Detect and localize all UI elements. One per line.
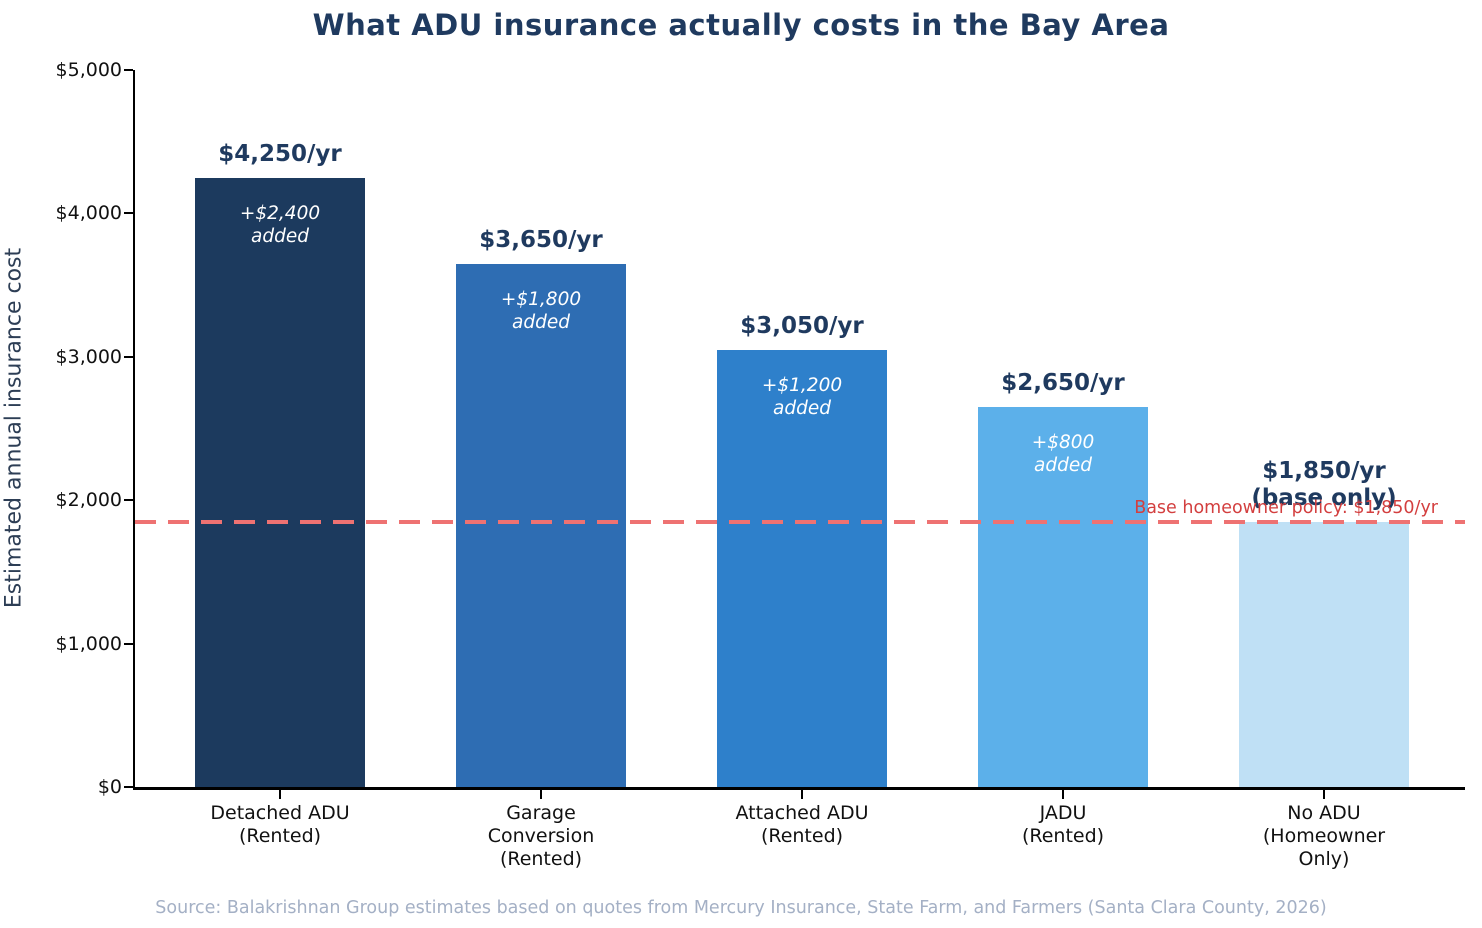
x-axis-line bbox=[133, 787, 1465, 790]
y-tick-label: $4,000 bbox=[55, 202, 122, 225]
y-tick-mark bbox=[124, 642, 133, 645]
x-tick-mark bbox=[1062, 790, 1064, 799]
bar-value-label: $4,250/yr bbox=[218, 140, 342, 167]
x-tick-mark bbox=[279, 790, 281, 799]
bar-value-label: $2,650/yr bbox=[1001, 369, 1125, 396]
baseline-line bbox=[135, 519, 1465, 524]
bar-annotation: +$1,200 added bbox=[761, 374, 843, 419]
y-axis-line bbox=[133, 70, 135, 787]
bar-annotation: +$1,800 added bbox=[500, 288, 582, 333]
y-tick-mark bbox=[124, 786, 133, 788]
bar-value-label: $3,650/yr bbox=[479, 226, 603, 253]
x-tick-mark bbox=[540, 790, 542, 799]
x-tick-mark bbox=[1323, 790, 1325, 799]
x-tick-label: Detached ADU (Rented) bbox=[210, 802, 350, 847]
bar-annotation: +$2,400 added bbox=[239, 202, 321, 247]
plot-area: $0 $1,000 $2,000 $3,000 $4,000 $5,000 $4,250/y… bbox=[56, 59, 1465, 870]
baseline-label: Base homeowner policy: $1,850/yr bbox=[1134, 497, 1438, 518]
y-tick-label: $0 bbox=[97, 776, 122, 798]
bar-garage bbox=[456, 263, 626, 787]
bar-no-adu bbox=[1239, 521, 1409, 787]
y-tick-mark bbox=[124, 69, 133, 71]
y-tick-mark bbox=[124, 212, 133, 215]
x-tick-label: Garage Conversion (Rented) bbox=[487, 802, 595, 870]
bar-value-label: $3,050/yr bbox=[740, 312, 864, 339]
y-tick-label: $3,000 bbox=[55, 345, 122, 368]
bar-attached-adu bbox=[717, 349, 887, 787]
bar-jadu bbox=[978, 407, 1148, 787]
bar-value-label: $1,850/yr (base only) bbox=[1251, 457, 1397, 511]
bar-annotation: +$800 added bbox=[1031, 431, 1095, 476]
source-note: Source: Balakrishnan Group estimates bas… bbox=[155, 898, 1327, 918]
chart-title: What ADU insurance actually costs in the… bbox=[312, 8, 1170, 42]
y-tick-mark bbox=[124, 355, 133, 358]
x-tick-label: JADU (Rented) bbox=[1021, 802, 1105, 847]
x-tick-mark bbox=[801, 790, 803, 799]
y-tick-label: $1,000 bbox=[55, 632, 122, 655]
y-tick-label: $5,000 bbox=[55, 59, 122, 81]
y-tick-mark bbox=[124, 499, 133, 502]
bar-detached-adu bbox=[195, 177, 365, 787]
y-axis-label: Estimated annual insurance cost bbox=[1, 247, 27, 609]
x-tick-label: Attached ADU (Rented) bbox=[735, 802, 869, 847]
x-tick-label: No ADU (Homeowner Only) bbox=[1262, 802, 1386, 870]
y-tick-label: $2,000 bbox=[55, 489, 122, 512]
